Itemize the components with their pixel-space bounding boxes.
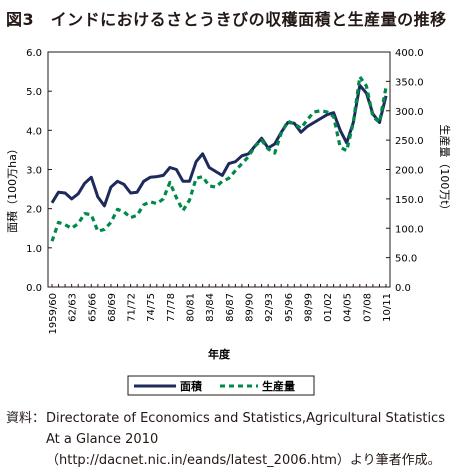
dual-axis-line-chart: 0.0 1.0 2.0 3.0 4.0 5.0 6.0 0.0 50.0 100.0 150.0 2… (5, 48, 451, 396)
right-y-axis: 0.0 50.0 100.0 150.0 200.0 250.0 300.0 350.0 400… (386, 48, 424, 294)
x-axis: 1959/60 62/63 65/66 68/69 71/72 74/75 77/78 80/… (48, 284, 393, 335)
right-tick-label: 250.0 (395, 136, 424, 147)
left-axis-label: 面積（100万ha） (5, 143, 19, 233)
left-tick-label: 3.0 (26, 166, 42, 177)
x-tick-label: 10/11 (382, 293, 393, 322)
chart-title: 図3 インドにおけるさとうきびの収穫面積と生産量の推移 (6, 10, 447, 29)
series-line-production (50, 75, 388, 242)
right-tick-label: 350.0 (395, 77, 424, 88)
plot-frame (47, 51, 391, 288)
x-tick-label: 04/05 (343, 293, 354, 322)
series-line-area (50, 83, 388, 208)
x-tick-label: 74/75 (146, 293, 157, 322)
x-tick-label: 89/90 (244, 293, 255, 322)
right-tick-label: 50.0 (395, 254, 417, 265)
left-tick-label: 4.0 (26, 126, 42, 137)
x-tick-label: 71/72 (127, 293, 138, 322)
series-lines (50, 75, 388, 242)
x-tick-label: 68/69 (107, 293, 118, 322)
x-axis-label: 年度 (208, 347, 231, 361)
x-tick-label: 77/78 (166, 293, 177, 322)
x-tick-label: 07/08 (362, 293, 373, 322)
right-tick-label: 400.0 (395, 48, 424, 59)
x-tick-label: 01/02 (323, 293, 334, 322)
left-tick-label: 6.0 (26, 48, 42, 59)
right-tick-label: 100.0 (395, 224, 424, 235)
legend-label: 生産量 (262, 379, 295, 393)
x-tick-label: 1959/60 (48, 293, 59, 335)
source-text: Directorate of Economics and Statistics,… (46, 411, 445, 468)
source-label: 資料： (6, 411, 46, 426)
left-tick-label: 1.0 (26, 244, 42, 255)
x-tick-label: 95/96 (284, 293, 295, 322)
right-tick-label: 150.0 (395, 195, 424, 206)
x-tick-label: 86/87 (225, 293, 236, 322)
x-tick-label: 62/63 (68, 293, 79, 322)
x-tick-label: 92/93 (264, 293, 275, 322)
x-tick-label: 80/81 (186, 293, 197, 322)
right-axis-label: 生産量（100万t） (438, 124, 451, 215)
right-tick-label: 0.0 (395, 283, 411, 294)
legend-label: 面積 (180, 379, 203, 393)
x-tick-label: 98/99 (303, 293, 314, 322)
x-tick-label: 65/66 (87, 293, 98, 322)
right-tick-label: 200.0 (395, 166, 424, 177)
left-tick-label: 0.0 (26, 283, 42, 294)
left-y-axis: 0.0 1.0 2.0 3.0 4.0 5.0 6.0 (26, 48, 52, 294)
left-tick-label: 2.0 (26, 205, 42, 216)
right-tick-label: 300.0 (395, 107, 424, 118)
plot-border (47, 51, 391, 288)
x-tick-label: 83/84 (205, 293, 216, 322)
legend: 面積 生産量 (127, 375, 315, 396)
left-tick-label: 5.0 (26, 87, 42, 98)
